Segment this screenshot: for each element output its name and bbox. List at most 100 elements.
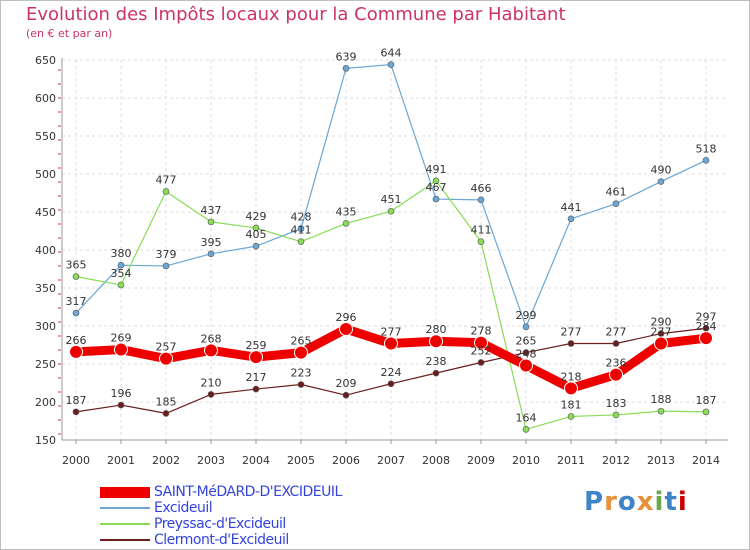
data-label: 196 <box>111 387 132 400</box>
y-tick-label: 250 <box>35 358 56 371</box>
x-tick-label: 2012 <box>602 454 630 467</box>
data-point <box>387 61 395 68</box>
data-label: 644 <box>381 47 402 60</box>
x-tick-label: 2001 <box>107 454 135 467</box>
data-label: 284 <box>696 320 717 333</box>
data-label: 428 <box>291 211 312 224</box>
data-point <box>114 342 128 357</box>
data-label: 518 <box>696 142 717 155</box>
data-point <box>702 408 710 416</box>
data-point <box>159 351 173 366</box>
data-label: 217 <box>246 371 267 384</box>
x-tick-label: 2011 <box>557 454 585 467</box>
data-label: 490 <box>651 164 672 177</box>
data-point <box>207 218 215 226</box>
y-tick-label: 200 <box>35 396 56 409</box>
legend-label: Clermont-d'Excideuil <box>154 532 289 548</box>
data-point <box>162 188 170 195</box>
data-point <box>567 340 575 347</box>
x-tick-label: 2009 <box>467 454 495 467</box>
data-point <box>207 250 215 258</box>
data-point <box>477 196 485 204</box>
data-label: 477 <box>156 173 177 186</box>
data-point <box>429 334 443 349</box>
data-point <box>564 381 578 396</box>
data-point <box>204 343 218 358</box>
data-point <box>567 215 575 223</box>
data-label: 265 <box>291 335 312 348</box>
data-point <box>117 281 125 289</box>
data-label: 467 <box>426 181 447 194</box>
data-point <box>162 410 170 417</box>
data-label: 257 <box>156 341 177 354</box>
data-label: 277 <box>606 325 627 338</box>
legend-swatch <box>100 523 150 525</box>
data-label: 491 <box>426 163 447 176</box>
data-point <box>297 238 305 245</box>
data-point <box>519 358 533 373</box>
data-label: 411 <box>471 224 492 237</box>
x-tick-label: 2002 <box>152 454 180 467</box>
legend-swatch <box>100 486 150 498</box>
y-tick-label: 500 <box>35 168 56 181</box>
legend-item: Clermont-d'Excideuil <box>100 532 400 548</box>
data-label: 265 <box>516 335 537 348</box>
data-label: 277 <box>381 325 402 338</box>
y-tick-label: 400 <box>35 244 56 257</box>
data-point <box>207 391 215 398</box>
data-label: 183 <box>606 397 627 410</box>
data-label: 437 <box>201 204 222 217</box>
data-label: 639 <box>336 50 357 63</box>
data-point <box>657 407 665 415</box>
data-point <box>609 367 623 382</box>
data-label: 248 <box>516 348 537 361</box>
y-tick-label: 300 <box>35 320 56 333</box>
data-point <box>432 369 440 377</box>
legend-swatch <box>100 539 150 541</box>
data-point <box>72 408 80 416</box>
data-label: 365 <box>66 259 87 272</box>
data-point <box>69 344 83 359</box>
data-label: 405 <box>246 228 267 241</box>
chart-subtitle: (en € et par an) <box>26 27 113 40</box>
data-point <box>522 323 530 331</box>
data-label: 188 <box>651 393 672 406</box>
data-point <box>339 322 353 337</box>
data-point <box>117 401 125 409</box>
data-point <box>387 207 395 215</box>
data-point <box>294 345 308 360</box>
data-label: 379 <box>156 248 177 261</box>
data-label: 277 <box>561 325 582 338</box>
legend-item: SAINT-MéDARD-D'EXCIDEUIL <box>100 484 400 500</box>
legend-label: Preyssac-d'Excideuil <box>154 516 286 532</box>
y-tick-label: 350 <box>35 282 56 295</box>
data-label: 441 <box>561 201 582 214</box>
data-point <box>72 309 80 317</box>
x-tick-label: 2005 <box>287 454 315 467</box>
data-label: 280 <box>426 323 447 336</box>
data-point <box>567 413 575 420</box>
x-tick-label: 2007 <box>377 454 405 467</box>
data-label: 210 <box>201 376 222 389</box>
data-point <box>612 340 620 347</box>
data-label: 185 <box>156 395 177 408</box>
data-label: 297 <box>696 310 717 323</box>
data-point <box>522 349 530 356</box>
x-tick-label: 2004 <box>242 454 270 467</box>
legend-swatch <box>100 507 150 509</box>
data-label: 435 <box>336 205 357 218</box>
data-label: 380 <box>111 247 132 260</box>
data-point <box>252 385 260 393</box>
y-tick-label: 650 <box>35 54 56 67</box>
data-point <box>432 195 440 203</box>
x-tick-label: 2014 <box>692 454 720 467</box>
x-tick-label: 2013 <box>647 454 675 467</box>
data-label: 278 <box>471 325 492 338</box>
data-point <box>342 220 350 227</box>
data-label: 238 <box>426 355 447 368</box>
data-point <box>297 381 305 388</box>
data-label: 411 <box>291 224 312 237</box>
data-point <box>654 336 668 351</box>
y-tick-label: 550 <box>35 130 56 143</box>
